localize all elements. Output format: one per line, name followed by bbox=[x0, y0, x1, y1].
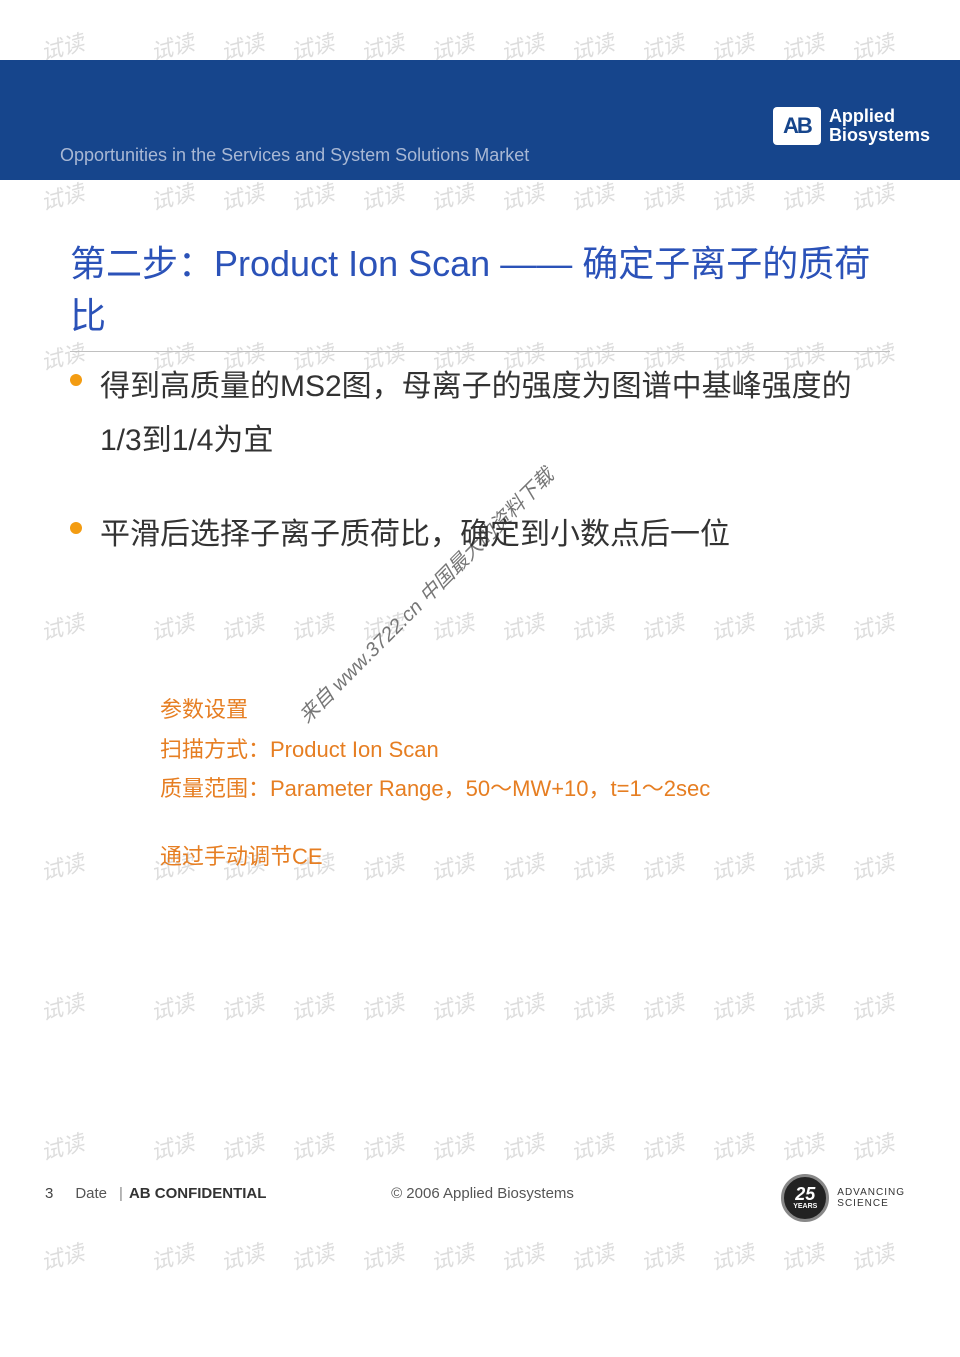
watermark-tile: 试读 bbox=[427, 1125, 478, 1167]
watermark-tile: 试读 bbox=[707, 845, 758, 887]
watermark-tile: 试读 bbox=[357, 985, 408, 1027]
watermark-tile: 试读 bbox=[847, 1125, 898, 1167]
footer-confidential: AB CONFIDENTIAL bbox=[129, 1185, 267, 1202]
watermark-tile: 试读 bbox=[37, 1125, 88, 1167]
param-manual: 通过手动调节CE bbox=[160, 837, 710, 877]
watermark-tile: 试读 bbox=[147, 175, 198, 217]
watermark-tile: 试读 bbox=[37, 985, 88, 1027]
footer-separator: | bbox=[119, 1185, 123, 1202]
watermark-tile: 试读 bbox=[147, 1125, 198, 1167]
bullet-dot-icon bbox=[70, 374, 82, 386]
logo-text-line2: Biosystems bbox=[829, 126, 930, 145]
title-prefix: 第二步： bbox=[70, 243, 214, 284]
param-mass-range: 质量范围：Parameter Range，50～MW+10，t=1～2sec bbox=[160, 769, 710, 809]
anniversary-badge: 25 YEARS ADVANCING SCIENCE bbox=[781, 1174, 905, 1222]
watermark-tile: 试读 bbox=[707, 985, 758, 1027]
watermark-tile: 试读 bbox=[777, 985, 828, 1027]
watermark-tile: 试读 bbox=[637, 1125, 688, 1167]
watermark-tile: 试读 bbox=[147, 985, 198, 1027]
watermark-tile: 试读 bbox=[357, 1125, 408, 1167]
badge-tagline: ADVANCING SCIENCE bbox=[837, 1187, 905, 1209]
watermark-tile: 试读 bbox=[847, 845, 898, 887]
watermark-tile: 试读 bbox=[777, 605, 828, 647]
watermark-layer: 来自 www.3722.cn 中国最大的资料下载 试读试读试读试读试读试读试读试… bbox=[0, 0, 960, 1357]
watermark-tile: 试读 bbox=[217, 605, 268, 647]
watermark-tile: 试读 bbox=[287, 985, 338, 1027]
watermark-tile: 试读 bbox=[847, 605, 898, 647]
watermark-tile: 试读 bbox=[567, 1125, 618, 1167]
param-scan-mode: 扫描方式：Product Ion Scan bbox=[160, 730, 710, 770]
watermark-tile: 试读 bbox=[567, 605, 618, 647]
watermark-tile: 试读 bbox=[707, 1235, 758, 1277]
watermark-tile: 试读 bbox=[427, 175, 478, 217]
watermark-tile: 试读 bbox=[37, 175, 88, 217]
page-number: 3 bbox=[45, 1185, 53, 1202]
watermark-tile: 试读 bbox=[287, 605, 338, 647]
watermark-tile: 试读 bbox=[847, 175, 898, 217]
watermark-tile: 试读 bbox=[707, 175, 758, 217]
watermark-tile: 试读 bbox=[567, 985, 618, 1027]
watermark-tile: 试读 bbox=[497, 605, 548, 647]
watermark-tile: 试读 bbox=[637, 605, 688, 647]
parameters-block: 参数设置 扫描方式：Product Ion Scan 质量范围：Paramete… bbox=[160, 690, 710, 876]
watermark-tile: 试读 bbox=[37, 1235, 88, 1277]
watermark-tile: 试读 bbox=[497, 1235, 548, 1277]
watermark-tile: 试读 bbox=[497, 175, 548, 217]
badge-number: 25 bbox=[795, 1186, 815, 1202]
watermark-tile: 试读 bbox=[37, 605, 88, 647]
watermark-tile: 试读 bbox=[217, 1125, 268, 1167]
watermark-tile: 试读 bbox=[217, 985, 268, 1027]
watermark-tile: 试读 bbox=[847, 985, 898, 1027]
watermark-tile: 试读 bbox=[777, 175, 828, 217]
watermark-tile: 试读 bbox=[357, 1235, 408, 1277]
watermark-tile: 试读 bbox=[497, 985, 548, 1027]
footer-copyright: © 2006 Applied Biosystems bbox=[391, 1185, 574, 1202]
bullet-dot-icon bbox=[70, 522, 82, 534]
footer-date-label: Date bbox=[75, 1185, 107, 1202]
content-area: 得到高质量的MS2图，母离子的强度为图谱中基峰强度的1/3到1/4为宜 平滑后选… bbox=[70, 360, 890, 602]
watermark-tile: 试读 bbox=[287, 1125, 338, 1167]
logo-text-line1: Applied bbox=[829, 107, 930, 126]
watermark-tile: 试读 bbox=[147, 605, 198, 647]
watermark-tile: 试读 bbox=[847, 1235, 898, 1277]
watermark-tile: 试读 bbox=[147, 1235, 198, 1277]
header-subtitle: Opportunities in the Services and System… bbox=[60, 145, 529, 166]
watermark-tile: 试读 bbox=[217, 1235, 268, 1277]
slide-title: 第二步：Product Ion Scan —— 确定子离子的质荷比 bbox=[70, 235, 890, 352]
watermark-tile: 试读 bbox=[217, 175, 268, 217]
badge-tagline-line1: ADVANCING bbox=[837, 1187, 905, 1198]
logo-text: Applied Biosystems bbox=[829, 107, 930, 145]
badge-tagline-line2: SCIENCE bbox=[837, 1198, 905, 1209]
bullet-text: 平滑后选择子离子质荷比，确定到小数点后一位 bbox=[100, 508, 730, 562]
watermark-tile: 试读 bbox=[777, 1125, 828, 1167]
watermark-tile: 试读 bbox=[427, 1235, 478, 1277]
bullet-item: 得到高质量的MS2图，母离子的强度为图谱中基峰强度的1/3到1/4为宜 bbox=[70, 360, 890, 468]
badge-years: YEARS bbox=[793, 1203, 817, 1210]
watermark-tile: 试读 bbox=[637, 985, 688, 1027]
watermark-tile: 试读 bbox=[37, 845, 88, 887]
watermark-tile: 试读 bbox=[777, 1235, 828, 1277]
watermark-tile: 试读 bbox=[707, 605, 758, 647]
bullet-item: 平滑后选择子离子质荷比，确定到小数点后一位 bbox=[70, 508, 890, 562]
watermark-tile: 试读 bbox=[357, 175, 408, 217]
watermark-tile: 试读 bbox=[637, 175, 688, 217]
watermark-tile: 试读 bbox=[287, 175, 338, 217]
watermark-tile: 试读 bbox=[777, 845, 828, 887]
logo-mark-icon: AB bbox=[773, 107, 821, 145]
watermark-tile: 试读 bbox=[427, 985, 478, 1027]
watermark-tile: 试读 bbox=[497, 1125, 548, 1167]
watermark-tile: 试读 bbox=[707, 1125, 758, 1167]
bullet-text: 得到高质量的MS2图，母离子的强度为图谱中基峰强度的1/3到1/4为宜 bbox=[100, 360, 890, 468]
watermark-tile: 试读 bbox=[287, 1235, 338, 1277]
watermark-tile: 试读 bbox=[357, 605, 408, 647]
param-heading: 参数设置 bbox=[160, 690, 710, 730]
watermark-tile: 试读 bbox=[567, 1235, 618, 1277]
watermark-tile: 试读 bbox=[567, 175, 618, 217]
logo-applied-biosystems: AB Applied Biosystems bbox=[773, 107, 930, 145]
header-band: Opportunities in the Services and System… bbox=[0, 60, 960, 180]
badge-circle-icon: 25 YEARS bbox=[781, 1174, 829, 1222]
watermark-tile: 试读 bbox=[427, 605, 478, 647]
watermark-tile: 试读 bbox=[637, 1235, 688, 1277]
